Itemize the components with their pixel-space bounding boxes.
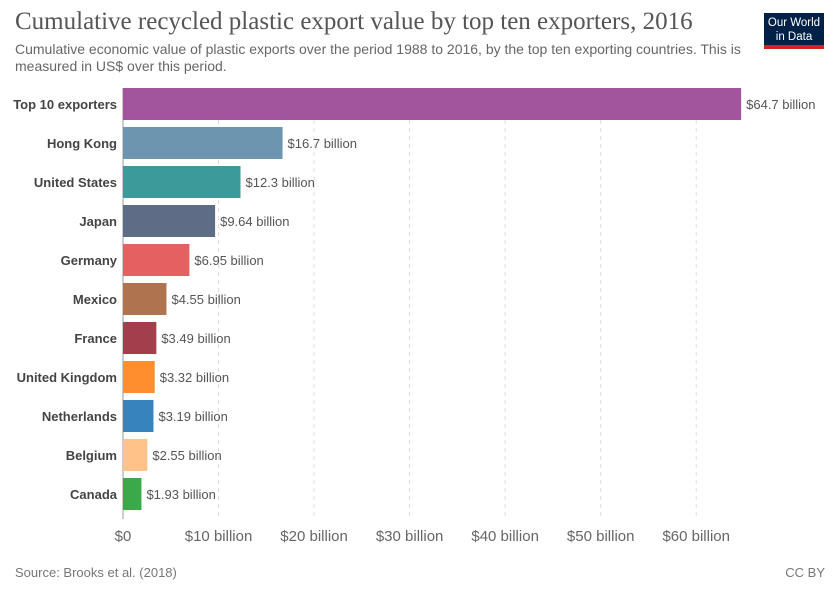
value-label: $6.95 billion	[194, 253, 263, 268]
category-label: Belgium	[66, 448, 117, 463]
value-label: $9.64 billion	[220, 214, 289, 229]
source-note: Source: Brooks et al. (2018)	[15, 565, 177, 580]
bar	[123, 400, 154, 432]
bar	[123, 244, 190, 276]
value-label: $1.93 billion	[146, 487, 215, 502]
labels: $0 $10 billion $20 billion $30 billion $40 b…	[13, 97, 815, 545]
category-label: Hong Kong	[47, 136, 117, 151]
category-label: United States	[34, 175, 117, 190]
logo-line-1: Our World	[767, 17, 821, 29]
owid-logo[interactable]: Our World in Data	[764, 13, 824, 49]
x-tick-label: $10 billion	[185, 528, 253, 545]
value-label: $16.7 billion	[288, 136, 357, 151]
category-label: Netherlands	[42, 409, 117, 424]
x-tick-label: $50 billion	[567, 528, 635, 545]
bar	[123, 127, 283, 159]
bar	[123, 283, 167, 315]
category-label: Mexico	[73, 292, 117, 307]
category-label: Canada	[70, 487, 118, 502]
x-tick-label: $40 billion	[471, 528, 539, 545]
value-label: $2.55 billion	[152, 448, 221, 463]
bar	[123, 322, 157, 354]
bar	[123, 88, 742, 120]
category-label: United Kingdom	[17, 370, 117, 385]
logo-line-2: in Data	[775, 31, 813, 43]
category-label: Germany	[61, 253, 118, 268]
bar	[123, 478, 142, 510]
category-label: Japan	[79, 214, 117, 229]
value-label: $4.55 billion	[171, 292, 240, 307]
value-label: $3.49 billion	[161, 331, 230, 346]
bar	[123, 361, 155, 393]
bar	[123, 439, 148, 471]
value-label: $64.7 billion	[746, 97, 815, 112]
x-tick-label: $60 billion	[662, 528, 730, 545]
value-label: $12.3 billion	[246, 175, 315, 190]
chart-title: Cumulative recycled plastic export value…	[15, 8, 693, 35]
x-tick-label: $30 billion	[376, 528, 444, 545]
chart-subtitle: Cumulative economic value of plastic exp…	[15, 41, 741, 74]
value-label: $3.32 billion	[160, 370, 229, 385]
bar	[123, 205, 216, 237]
category-label: Top 10 exporters	[13, 97, 117, 112]
license-link[interactable]: CC BY	[785, 565, 825, 580]
value-label: $3.19 billion	[158, 409, 227, 424]
x-tick-label: $20 billion	[280, 528, 348, 545]
x-tick-label: $0	[115, 528, 132, 545]
bars	[123, 88, 742, 510]
bar	[123, 166, 241, 198]
category-label: France	[74, 331, 117, 346]
